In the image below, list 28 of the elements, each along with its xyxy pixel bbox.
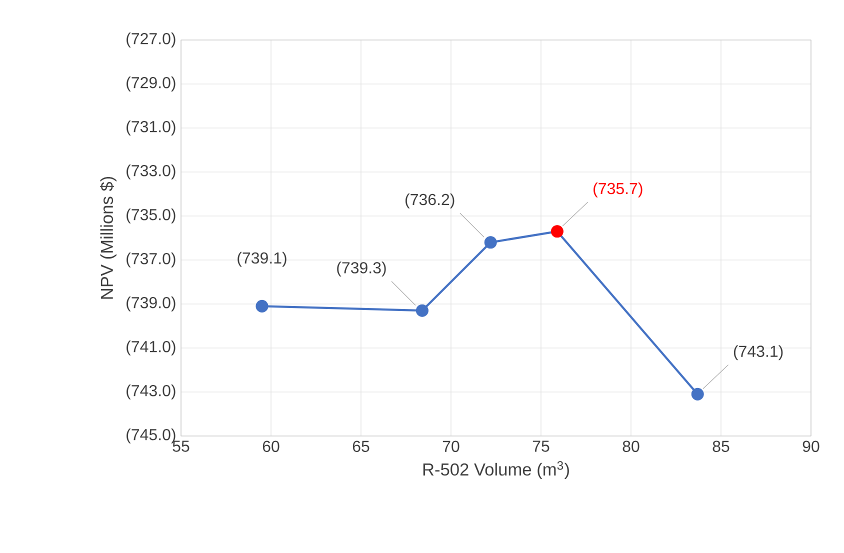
y-tick-label: (727.0) bbox=[126, 32, 176, 48]
data-label: (743.1) bbox=[734, 345, 783, 360]
data-label: (735.7) bbox=[594, 182, 642, 198]
x-tick-label: 75 bbox=[532, 440, 550, 452]
point bbox=[484, 236, 497, 249]
x-tick-label: 80 bbox=[622, 440, 640, 452]
data-label: (739.3) bbox=[337, 262, 386, 277]
point bbox=[256, 300, 268, 312]
x-tick-label: 65 bbox=[352, 440, 370, 452]
data-label: (736.2) bbox=[406, 193, 454, 208]
y-axis-title: NPV (Millions $) bbox=[100, 176, 116, 299]
x-axis-title: R-502 Volume (m$^{3}$) bbox=[423, 461, 569, 480]
y-tick-label: (731.0) bbox=[126, 120, 176, 136]
y-tick-label: (737.0) bbox=[126, 252, 176, 268]
y-tick-label: (733.0) bbox=[126, 164, 176, 180]
x-tick-label: 70 bbox=[442, 440, 460, 452]
point bbox=[550, 225, 564, 238]
point bbox=[691, 388, 704, 400]
x-tick-label: 90 bbox=[802, 440, 820, 452]
x-tick-label: 85 bbox=[712, 440, 730, 452]
y-tick-label: (739.0) bbox=[126, 296, 176, 312]
y-tick-label: (729.0) bbox=[126, 76, 176, 92]
y-tick-label: (735.0) bbox=[126, 208, 176, 224]
x-tick-label: 60 bbox=[262, 440, 280, 452]
point bbox=[416, 304, 428, 317]
y-tick-label: (741.0) bbox=[126, 340, 176, 356]
data-label: (739.1) bbox=[238, 252, 286, 267]
y-tick-label: (743.0) bbox=[126, 384, 176, 400]
